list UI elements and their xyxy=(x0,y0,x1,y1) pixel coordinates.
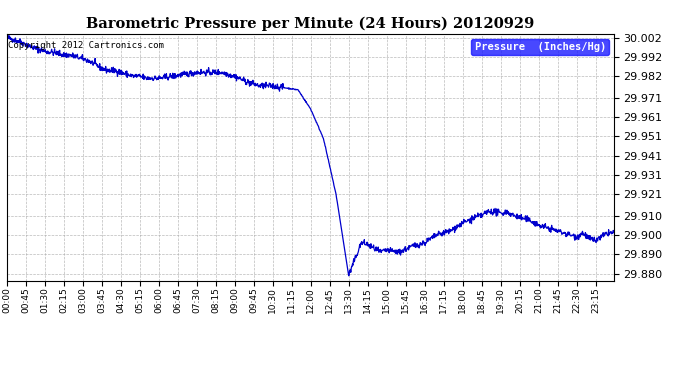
Text: Copyright 2012 Cartronics.com: Copyright 2012 Cartronics.com xyxy=(8,41,164,50)
Title: Barometric Pressure per Minute (24 Hours) 20120929: Barometric Pressure per Minute (24 Hours… xyxy=(86,17,535,31)
Legend: Pressure  (Inches/Hg): Pressure (Inches/Hg) xyxy=(471,39,609,55)
